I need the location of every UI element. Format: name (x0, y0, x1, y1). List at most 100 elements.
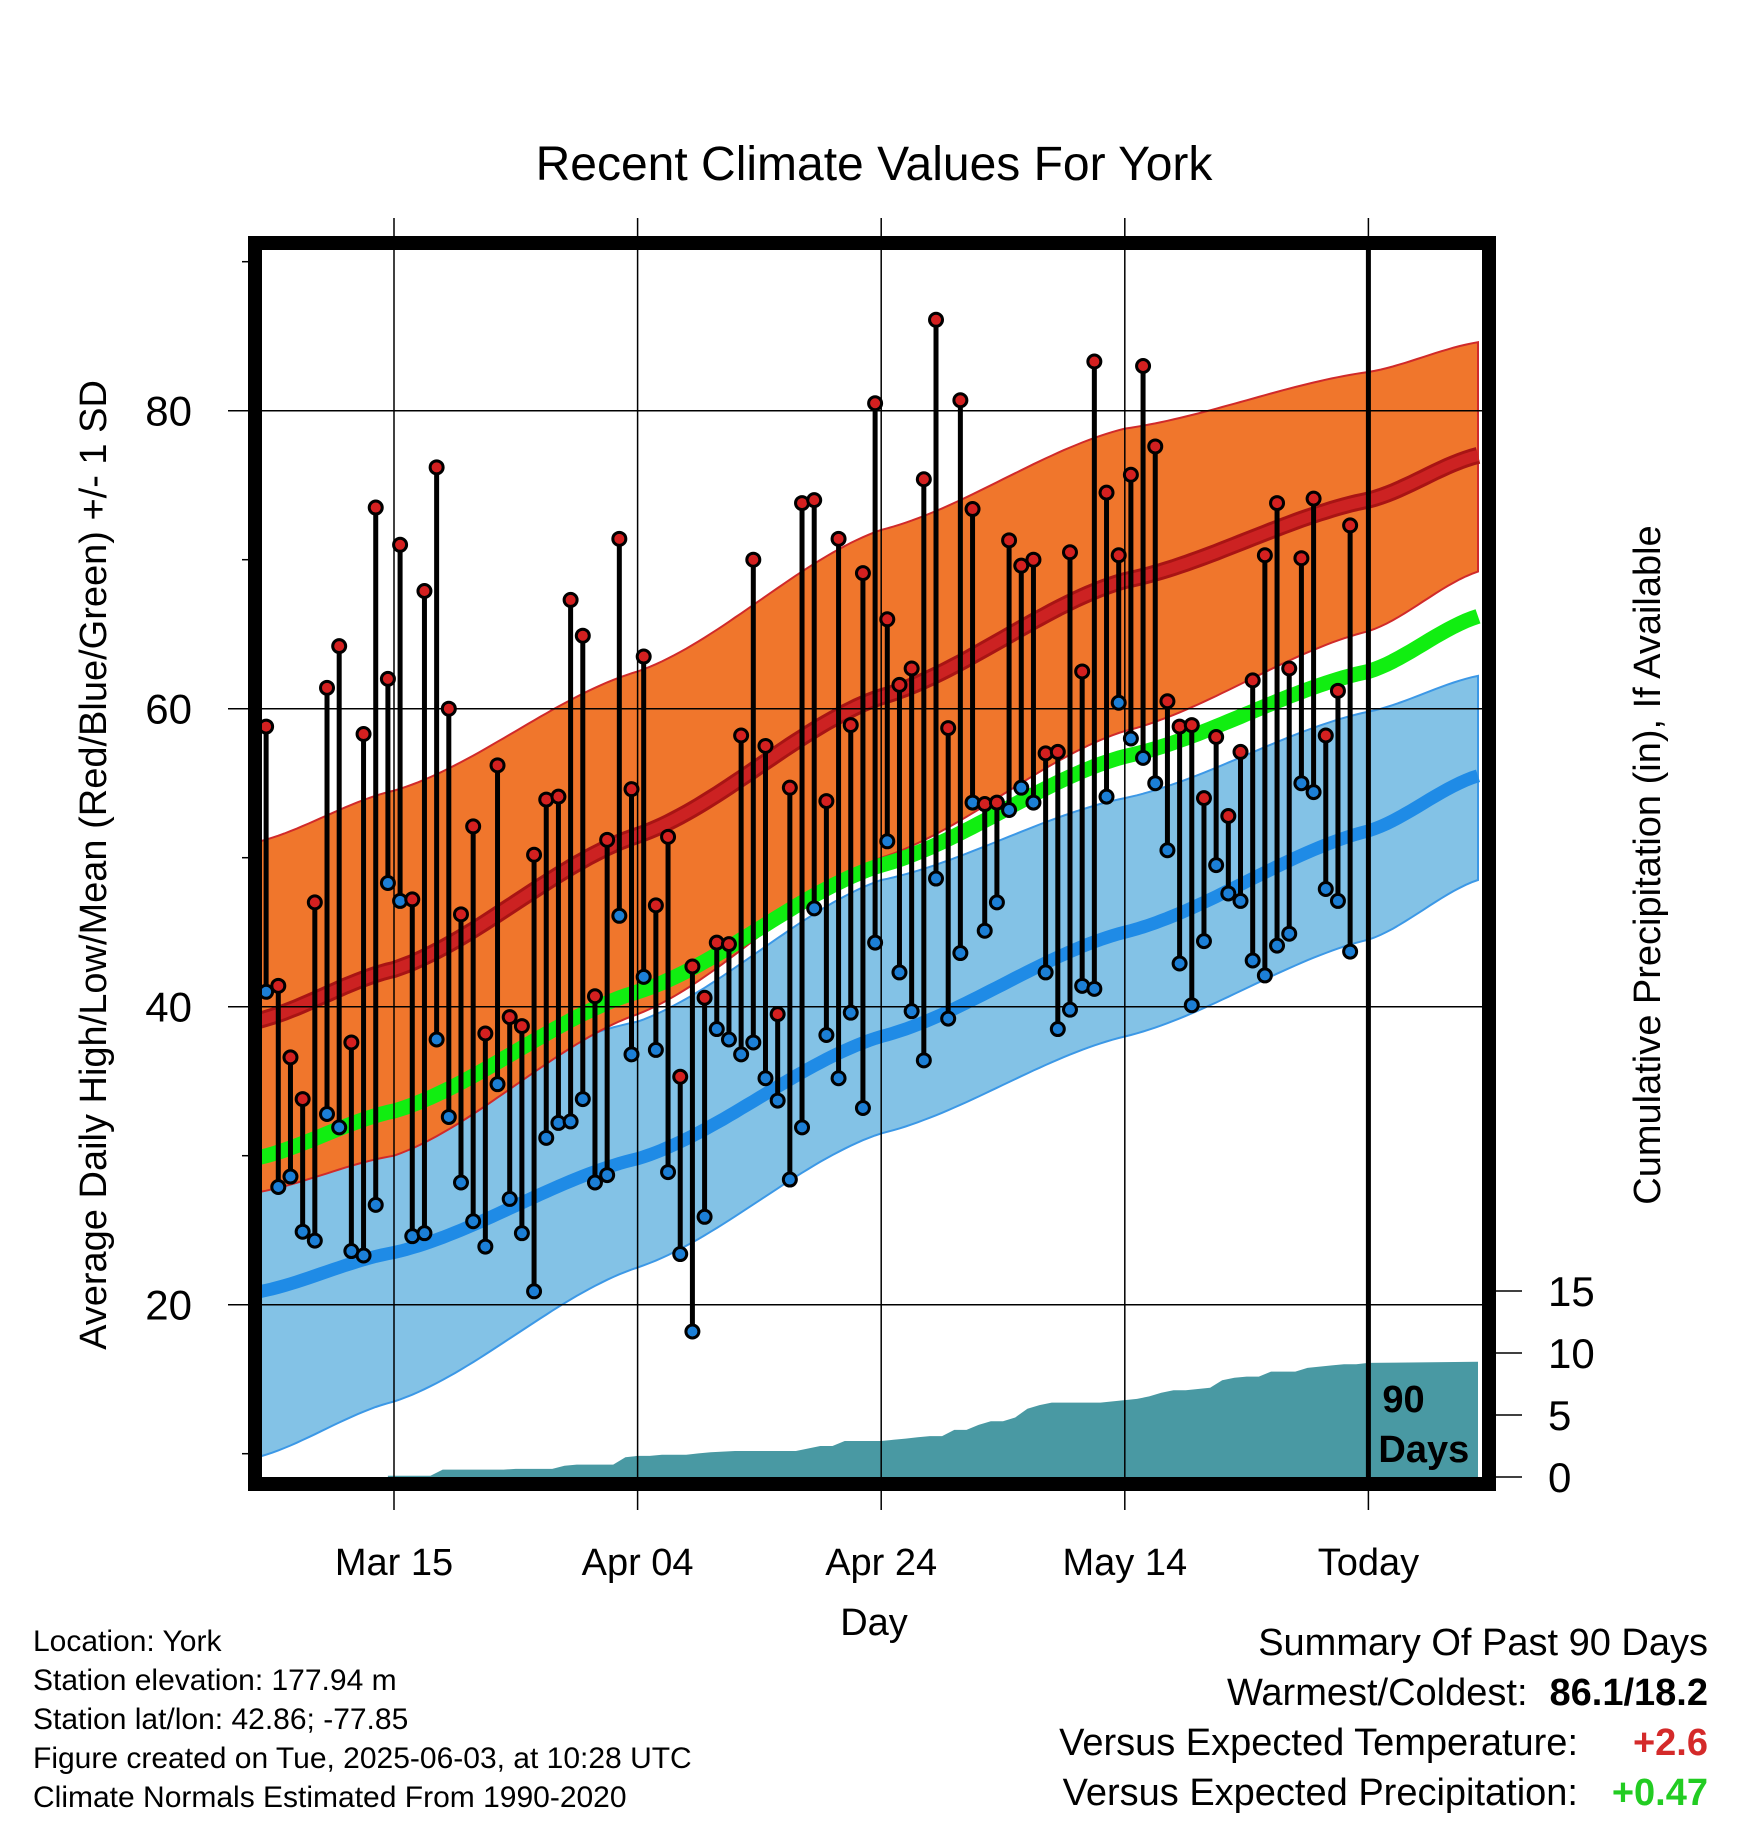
daily-high-point (1098, 484, 1115, 501)
warmest-coldest-value: 86.1/18.2 (1549, 1672, 1708, 1714)
daily-low-point (806, 900, 823, 917)
daily-high-point (1305, 490, 1322, 507)
daily-low-point (1025, 794, 1042, 811)
daily-low-point (903, 1003, 920, 1020)
daily-low-point (1208, 857, 1225, 874)
daily-low-point (1281, 925, 1298, 942)
daily-low-point (1122, 730, 1139, 747)
daily-low-point (477, 1238, 494, 1255)
daily-low-point (1001, 802, 1018, 819)
daily-low-point (1244, 952, 1261, 969)
daily-high-point (331, 638, 348, 655)
daily-high-point (1208, 729, 1225, 746)
normal-high-line (262, 450, 1480, 1026)
plot-frame (248, 236, 1496, 1491)
daily-low-point (574, 1091, 591, 1108)
daily-low-point (1305, 784, 1322, 801)
temp-anomaly-value: +2.6 (1632, 1722, 1708, 1764)
daily-low-point (489, 1076, 506, 1093)
daily-low-point (262, 983, 275, 1000)
daily-high-point (1074, 663, 1091, 680)
daily-high-point (1183, 717, 1200, 734)
daily-high-point (440, 700, 457, 717)
today-days-number: 90 (1382, 1379, 1424, 1421)
normal-mean-line (262, 609, 1481, 1165)
normal-low-band (262, 674, 1479, 1458)
daily-low-point (562, 1113, 579, 1130)
daily-high-point (501, 1009, 518, 1026)
daily-high-point (745, 551, 762, 568)
daily-high-point (392, 536, 409, 553)
daily-low-point (1037, 964, 1054, 981)
daily-high-point (696, 989, 713, 1006)
daily-high-point (854, 565, 871, 582)
x-tick-label: Mar 15 (335, 1542, 453, 1584)
daily-high-point (1135, 358, 1152, 374)
daily-low-point (660, 1164, 677, 1181)
daily-high-point (1001, 532, 1018, 549)
precip-tick-label: 5 (1548, 1392, 1571, 1439)
daily-high-point (660, 828, 677, 845)
daily-low-point (1232, 892, 1249, 909)
daily-high-point (915, 471, 932, 488)
daily-high-point (489, 757, 506, 774)
daily-low-point (1061, 1001, 1078, 1018)
daily-high-point (1086, 353, 1103, 370)
daily-low-point (635, 968, 652, 985)
daily-low-point (988, 894, 1005, 911)
daily-high-point (343, 1034, 360, 1051)
x-tick-label: Apr 24 (825, 1542, 937, 1584)
daily-low-point (781, 1171, 798, 1188)
daily-low-point (513, 1225, 530, 1242)
daily-low-point (891, 964, 908, 981)
y-tick-label: 60 (145, 686, 192, 733)
daily-high-point (1049, 743, 1066, 760)
daily-high-point (1244, 672, 1261, 689)
daily-low-point (538, 1129, 555, 1146)
daily-high-point (733, 727, 750, 744)
daily-low-point (1135, 749, 1152, 766)
daily-high-point (611, 530, 628, 547)
daily-high-point (830, 530, 847, 547)
daily-low-point (1269, 937, 1286, 954)
daily-low-point (1147, 775, 1164, 792)
daily-high-point (1147, 438, 1164, 455)
daily-high-point (1061, 544, 1078, 561)
daily-high-point (879, 611, 896, 628)
daily-low-point (1110, 694, 1127, 711)
daily-high-point (477, 1025, 494, 1042)
daily-high-point (684, 958, 701, 975)
daily-high-point (282, 1049, 299, 1066)
daily-high-point (720, 936, 737, 953)
daily-low-point (928, 870, 945, 887)
daily-low-point (294, 1223, 311, 1240)
daily-high-point (1220, 807, 1237, 824)
daily-low-point (1159, 842, 1176, 859)
daily-low-point (879, 833, 896, 850)
daily-low-point (465, 1213, 482, 1230)
daily-high-point (404, 891, 421, 908)
daily-low-point (1171, 955, 1188, 972)
precip-tick-label: 10 (1548, 1330, 1595, 1377)
daily-high-point (757, 737, 774, 754)
daily-low-point (745, 1034, 762, 1051)
plot-area: 90 Days 20 40 60 80 0 5 10 15 Mar 15 Apr 04 Apr 24 Ma… (145, 218, 1595, 1584)
daily-high-point (452, 906, 469, 923)
precip-anomaly-row: Versus Expected Precipitation: +0.47 (1059, 1768, 1708, 1818)
warmest-coldest-row: Warmest/Coldest: 86.1/18.2 (1059, 1668, 1708, 1718)
daily-high-point (867, 395, 884, 412)
daily-low-point (757, 1070, 774, 1087)
daily-low-point (842, 1004, 859, 1021)
x-axis-label: Day (840, 1602, 908, 1644)
daily-high-point (903, 660, 920, 677)
daily-high-point (1317, 727, 1334, 744)
daily-high-point (526, 846, 543, 863)
daily-low-point (976, 922, 993, 939)
daily-low-point (416, 1225, 433, 1242)
daily-low-point (586, 1174, 603, 1191)
daily-low-point (1183, 997, 1200, 1014)
normals-text: Climate Normals Estimated From 1990-2020 (33, 1781, 627, 1814)
x-tick-label: May 14 (1062, 1542, 1187, 1584)
daily-high-point (769, 1006, 786, 1023)
daily-low-point (940, 1010, 957, 1027)
